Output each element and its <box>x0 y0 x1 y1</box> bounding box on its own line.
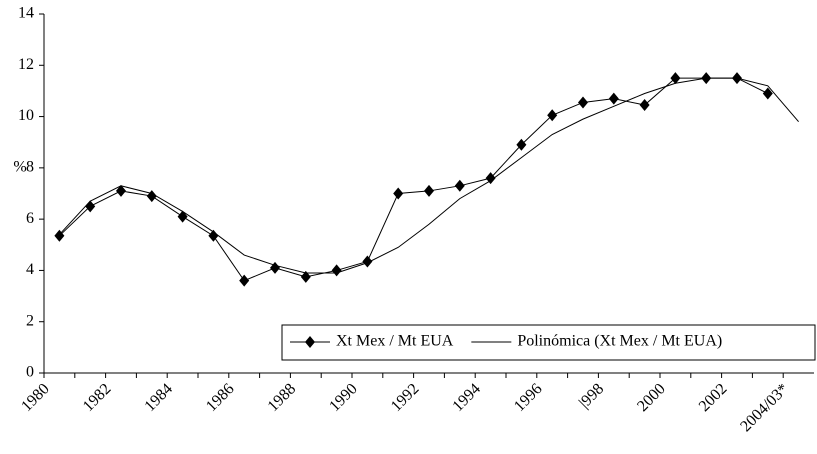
legend-label: Polinómica (Xt Mex / Mt EUA) <box>517 333 722 350</box>
legend-label: Xt Mex / Mt EUA <box>336 333 454 350</box>
data-point <box>85 200 96 213</box>
x-tick-label: 1992 <box>388 380 423 415</box>
data-point <box>670 72 681 85</box>
y-tick-label: 2 <box>26 312 34 329</box>
data-point <box>116 184 126 197</box>
x-tick-label: 1986 <box>203 380 238 415</box>
x-tick-label: 1990 <box>326 380 361 415</box>
legend-marker <box>305 336 315 348</box>
x-tick-label: 2002 <box>696 380 731 415</box>
data-point <box>239 274 250 287</box>
x-tick-label: 1982 <box>80 380 115 415</box>
series-line <box>59 77 769 282</box>
data-point <box>177 210 188 223</box>
series-line <box>59 77 799 274</box>
data-point <box>485 172 496 185</box>
data-point <box>516 138 527 151</box>
data-point <box>331 264 342 277</box>
y-tick-label: 14 <box>18 5 34 22</box>
data-point <box>393 187 404 200</box>
y-tick-label: 10 <box>18 107 34 124</box>
x-tick-label: 2004/03* <box>737 380 792 435</box>
data-point <box>639 99 650 112</box>
data-point <box>454 179 465 192</box>
legend-box <box>281 324 816 361</box>
data-point <box>54 229 65 242</box>
data-point <box>300 270 311 283</box>
y-tick-label: 8 <box>26 159 34 176</box>
data-point <box>608 92 619 105</box>
x-tick-label: 1994 <box>449 380 484 415</box>
y-tick-label: 4 <box>26 261 34 278</box>
data-point <box>762 87 773 100</box>
y-axis-label: % <box>13 159 26 176</box>
data-point <box>362 255 373 268</box>
y-tick-label: 12 <box>18 56 34 73</box>
y-tick-label: 0 <box>26 364 34 381</box>
y-tick-label: 6 <box>26 210 34 227</box>
x-tick-label: |998 <box>576 380 607 411</box>
legend: Xt Mex / Mt EUA Polinómica (Xt Mex / Mt E… <box>281 324 816 361</box>
x-tick-label: 2000 <box>634 380 669 415</box>
x-tick-label: 1996 <box>511 380 546 415</box>
data-point <box>578 96 588 109</box>
x-tick-label: 1988 <box>265 380 300 415</box>
x-tick-label: 1984 <box>141 380 176 415</box>
data-point <box>208 229 219 242</box>
data-point <box>424 184 434 197</box>
x-tick-label: 1980 <box>18 380 53 415</box>
data-point <box>547 109 558 122</box>
